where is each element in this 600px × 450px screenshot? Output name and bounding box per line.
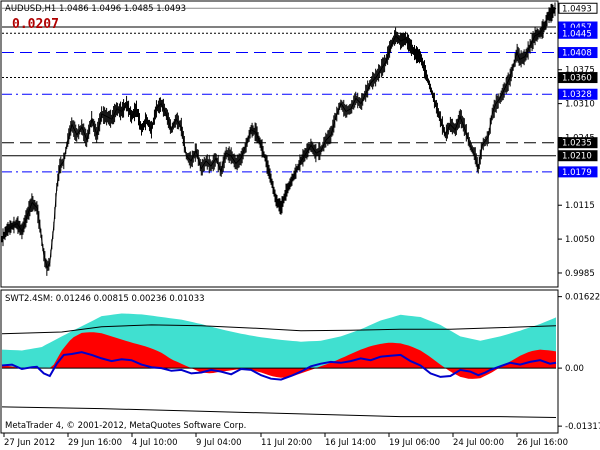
level-label-box	[558, 72, 598, 84]
level-label: 1.0445	[562, 29, 592, 39]
indicator-y-tick-label: 0.01622	[565, 293, 600, 303]
x-tick-label: 27 Jun 2012	[4, 438, 55, 448]
indicator-blue-line	[1, 351, 557, 381]
level-label-box	[558, 88, 598, 100]
level-label: 1.0179	[562, 168, 592, 178]
x-tick-label: 16 Jul 14:00	[325, 438, 376, 448]
x-tick-label: 29 Jun 16:00	[68, 438, 122, 448]
indicator-header: SWT2.4SM: 0.01246 0.00815 0.00236 0.0103…	[5, 294, 205, 304]
price-panel[interactable]	[0, 0, 559, 288]
x-tick-label: 19 Jul 06:00	[389, 438, 440, 448]
y-tick-label: 1.0310	[565, 100, 595, 110]
x-tick-label: 4 Jul 10:00	[132, 438, 178, 448]
level-label: 1.0235	[562, 139, 592, 149]
level-label: 1.0328	[562, 90, 592, 100]
x-tick-label: 9 Jul 04:00	[196, 438, 242, 448]
x-tick-label: 11 Jul 20:00	[261, 438, 312, 448]
indicator-red-area	[2, 332, 556, 379]
x-tick-label: 24 Jul 00:00	[453, 438, 504, 448]
x-tick-label: 26 Jul 16:00	[517, 438, 568, 448]
indicator-upper-band	[1, 324, 557, 335]
level-label: 1.0360	[562, 74, 592, 84]
level-label: 1.0493	[562, 4, 592, 14]
level-label: 1.0210	[562, 152, 592, 162]
level-label-box	[558, 166, 598, 178]
y-tick-label: 1.0050	[565, 235, 595, 245]
chart-header: AUDUSD,H1 1.0486 1.0496 1.0485 1.0493	[5, 4, 186, 14]
y-tick-label: 0.9985	[565, 269, 595, 279]
y-tick-label: 1.0375	[565, 66, 595, 76]
indicator-y-tick-label: -0.01317	[565, 422, 600, 432]
spread-value: 0.0207	[12, 17, 59, 32]
indicator-y-tick-label: 0.00	[565, 364, 584, 374]
copyright-text: MetaTrader 4, © 2001-2012, MetaQuotes So…	[5, 421, 246, 431]
price-line	[1, 7, 557, 270]
y-tick-label: 1.0115	[565, 201, 595, 211]
level-label: 1.0408	[562, 49, 592, 59]
level-label-box	[558, 27, 598, 39]
level-label-box	[558, 150, 598, 162]
level-label-box	[558, 47, 598, 59]
level-label-box	[558, 2, 598, 14]
indicator-lower-band	[1, 406, 557, 418]
level-label-box	[558, 137, 598, 149]
